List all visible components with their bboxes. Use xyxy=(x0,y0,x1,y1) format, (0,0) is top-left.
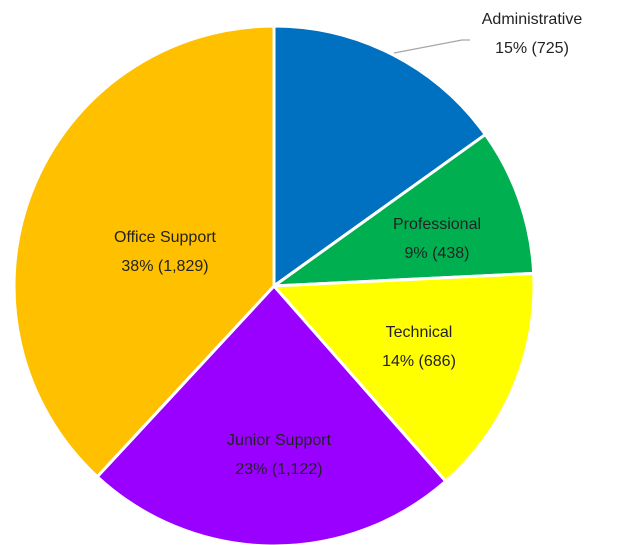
pie-slice xyxy=(272,24,488,289)
value-label: 15% (725) xyxy=(495,40,569,57)
pie-slice xyxy=(268,132,536,288)
slice-label: Junior Support xyxy=(227,432,332,449)
value-label: 9% (438) xyxy=(405,245,470,262)
slice-label: Technical xyxy=(386,324,453,341)
pie-slice xyxy=(12,24,276,479)
slice-label: Administrative xyxy=(482,11,583,28)
pie-slice xyxy=(270,271,536,484)
value-label: 14% (686) xyxy=(382,353,456,370)
leader-line xyxy=(393,39,470,54)
value-label: 23% (1,122) xyxy=(235,461,322,478)
slice-label: Office Support xyxy=(114,229,217,246)
pie-slice xyxy=(95,283,448,545)
value-label: 38% (1,829) xyxy=(121,258,208,275)
slice-label: Professional xyxy=(393,216,481,233)
